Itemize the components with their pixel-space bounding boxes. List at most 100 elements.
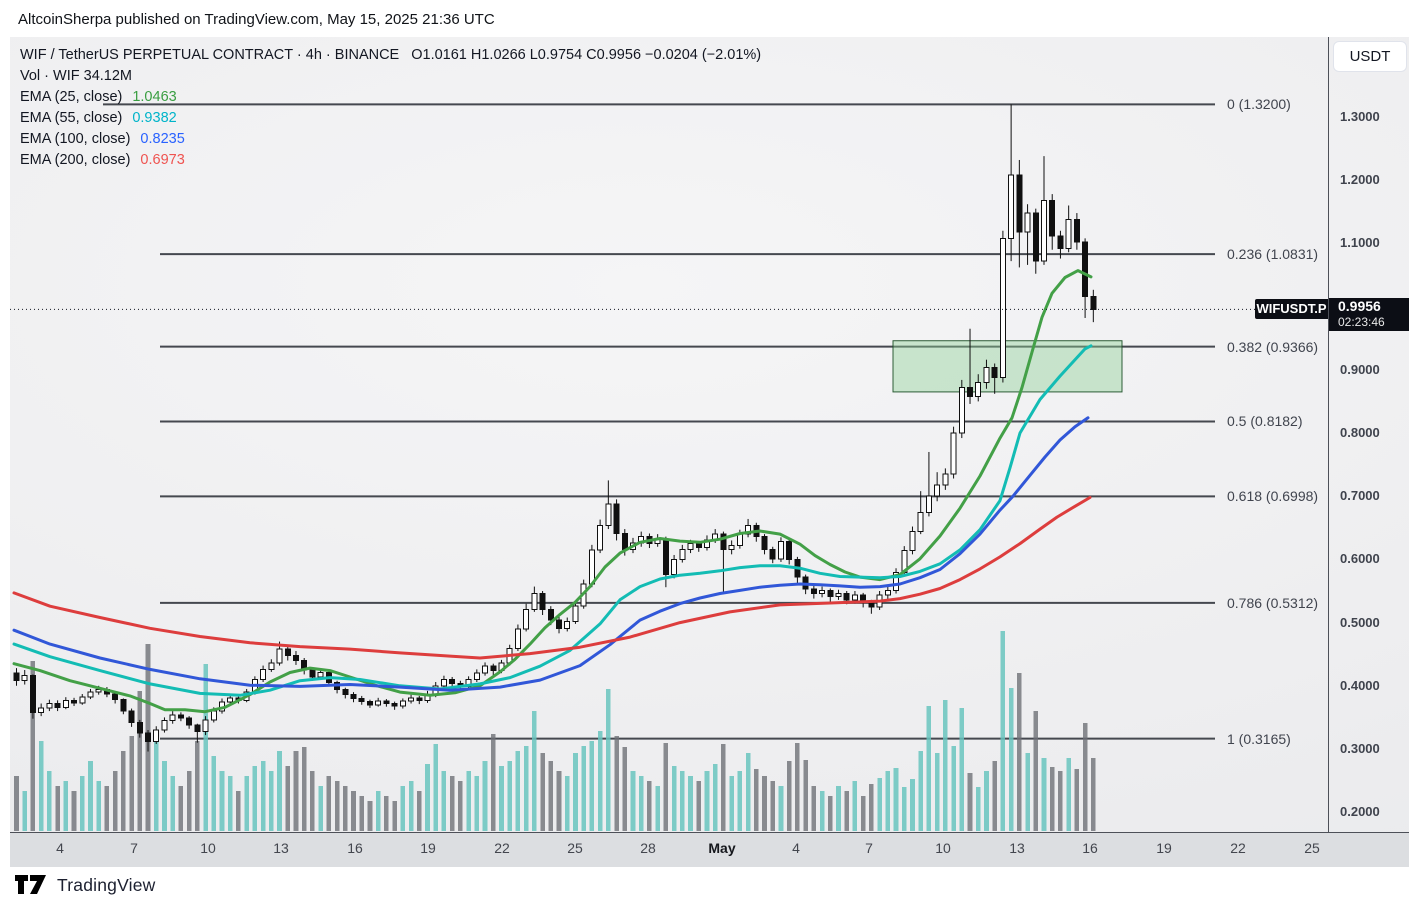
candle [136, 721, 143, 734]
candle [227, 697, 234, 703]
candle [786, 541, 793, 560]
volume-bar [1008, 688, 1014, 831]
volume-bar [943, 700, 948, 831]
time-axis-tick: 28 [640, 840, 656, 856]
volume-bar [819, 791, 825, 831]
volume-bar [269, 771, 274, 831]
candle [29, 675, 36, 713]
price-axis-label: 0.7000 [1340, 488, 1380, 504]
time-axis-tick: 13 [1009, 840, 1025, 856]
volume-bar [392, 801, 397, 831]
price-axis[interactable]: USDT 1.3000 1.2000 1.1000 0.9000 0.8000 0.700… [1328, 37, 1410, 866]
volume-bar [14, 776, 19, 831]
volume-bar [507, 761, 512, 831]
volume-bar [548, 761, 554, 831]
candle [679, 548, 686, 560]
volume-bar [63, 781, 69, 831]
volume-bar [992, 761, 997, 831]
volume-bar [408, 781, 414, 831]
candle [1057, 235, 1064, 249]
volume-bar [811, 786, 817, 831]
volume-bar [622, 747, 628, 831]
candle [547, 608, 554, 621]
volume-bar [219, 771, 225, 831]
volume-bar [55, 786, 60, 831]
volume-bar [1074, 769, 1080, 831]
fib-level-label: 0.786 (0.5312) [1227, 594, 1319, 611]
volume-bar [1066, 758, 1071, 831]
time-axis-tick: 19 [1156, 840, 1172, 856]
candle [827, 589, 834, 598]
candle [884, 589, 891, 596]
time-axis[interactable]: 4 7 10 13 16 19 22 25 28 May 4 7 10 13 16 19 22 25 [10, 832, 1409, 867]
candle [695, 543, 702, 548]
fib-level-label: 0.382 (0.9366) [1227, 338, 1319, 355]
symbol-legend-row: WIF / TetherUS PERPETUAL CONTRACT · 4h ·… [20, 45, 761, 66]
tradingview-logo-text: TradingView [57, 874, 156, 895]
candle [169, 714, 176, 722]
time-axis-tick: 16 [347, 840, 363, 856]
currency-toggle-button[interactable]: USDT [1333, 41, 1407, 72]
volume-bar [951, 746, 956, 831]
volume-bar [277, 751, 282, 831]
candle [1049, 199, 1056, 237]
candle [934, 484, 941, 497]
current-price-value: 0.9956 [1338, 298, 1381, 314]
volume-bar [770, 781, 776, 831]
candle [284, 648, 291, 656]
volume-bar [901, 787, 907, 831]
current-price-badge: 0.9956 02:23:46 [1329, 298, 1409, 331]
volume-bar [499, 766, 504, 831]
volume-bar [523, 746, 529, 831]
ema-legend-row: EMA (100, close) 0.8235 [20, 129, 761, 150]
volume-bar [1091, 758, 1096, 831]
price-axis-label: 1.2000 [1340, 172, 1380, 188]
candle [1016, 174, 1023, 233]
volume-bar [754, 769, 759, 831]
time-axis-tick: 10 [200, 840, 216, 856]
candle [260, 668, 267, 680]
candle [383, 700, 390, 704]
candle [350, 694, 357, 699]
volume-bar [934, 753, 940, 831]
candle [128, 710, 135, 723]
time-axis-tick: 10 [935, 840, 951, 856]
tradingview-logo-icon [15, 875, 46, 894]
volume-bar [22, 791, 28, 831]
volume-bar [869, 784, 874, 831]
volume-bar [984, 771, 989, 831]
volume-bar [671, 766, 677, 831]
candle [79, 696, 86, 704]
volume-bar [359, 796, 365, 831]
candle [514, 628, 521, 650]
bar-countdown: 02:23:46 [1338, 315, 1385, 329]
time-axis-tick: 25 [567, 840, 583, 856]
ema-legend-value: 0.9382 [132, 110, 177, 126]
volume-bar [877, 778, 882, 831]
volume-bar [449, 776, 455, 831]
candle [999, 237, 1006, 378]
candle [87, 691, 94, 698]
price-axis-label: 0.8000 [1340, 425, 1380, 440]
chart-legend: WIF / TetherUS PERPETUAL CONTRACT · 4h ·… [20, 45, 761, 171]
price-chart-plot[interactable] [10, 37, 1328, 832]
tradingview-logo-link[interactable]: TradingView [14, 874, 156, 896]
volume-bar [96, 781, 101, 831]
time-axis-tick: 4 [792, 840, 800, 856]
candle [358, 697, 365, 703]
volume-bar [88, 761, 93, 831]
volume-bar [515, 751, 521, 831]
price-axis-label: 0.2000 [1340, 804, 1380, 820]
volume-bar [959, 708, 965, 831]
volume-bar [647, 781, 652, 831]
price-axis-label: 0.6000 [1340, 551, 1380, 567]
volume-bar [795, 743, 800, 831]
time-axis-tick: 7 [130, 840, 138, 856]
ema-legend-row: EMA (200, close) 0.6973 [20, 150, 761, 171]
volume-bar [975, 787, 981, 831]
candle [761, 536, 768, 550]
volume-bar [564, 776, 570, 831]
volume-bar [137, 691, 143, 831]
ema-line-100 [12, 416, 1090, 692]
volume-bar [351, 791, 356, 831]
